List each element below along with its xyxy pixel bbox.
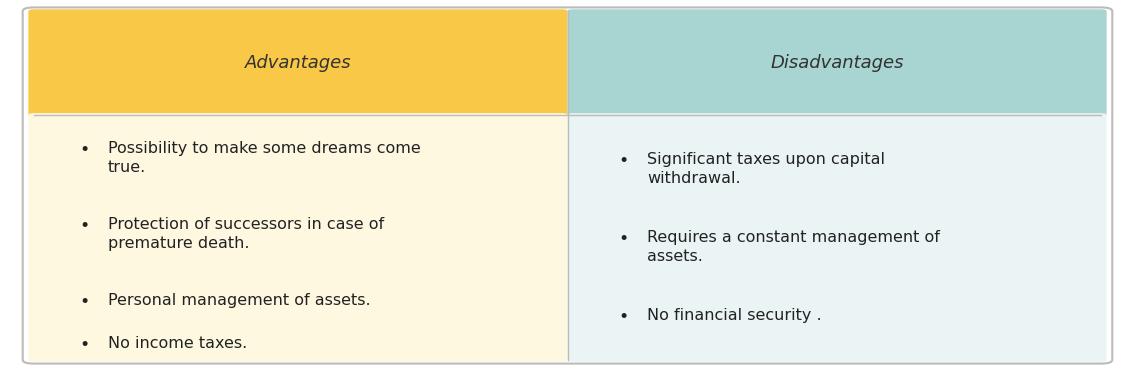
Text: •: • bbox=[79, 141, 90, 159]
Text: Disadvantages: Disadvantages bbox=[771, 54, 903, 72]
Text: Protection of successors in case of
premature death.: Protection of successors in case of prem… bbox=[108, 217, 384, 251]
Text: Requires a constant management of
assets.: Requires a constant management of assets… bbox=[647, 230, 940, 264]
Text: Advantages: Advantages bbox=[245, 54, 351, 72]
FancyBboxPatch shape bbox=[23, 7, 1112, 364]
Text: •: • bbox=[619, 152, 629, 170]
Text: •: • bbox=[79, 336, 90, 354]
Text: Personal management of assets.: Personal management of assets. bbox=[108, 293, 370, 308]
FancyBboxPatch shape bbox=[568, 9, 1107, 117]
Text: •: • bbox=[79, 217, 90, 235]
FancyBboxPatch shape bbox=[28, 9, 568, 117]
FancyBboxPatch shape bbox=[28, 113, 568, 362]
Text: No income taxes.: No income taxes. bbox=[108, 336, 247, 351]
Text: No financial security .: No financial security . bbox=[647, 308, 822, 323]
Text: Possibility to make some dreams come
true.: Possibility to make some dreams come tru… bbox=[108, 141, 421, 175]
Text: •: • bbox=[79, 293, 90, 311]
Text: •: • bbox=[619, 308, 629, 326]
Text: •: • bbox=[619, 230, 629, 248]
FancyBboxPatch shape bbox=[568, 113, 1107, 362]
Text: Significant taxes upon capital
withdrawal.: Significant taxes upon capital withdrawa… bbox=[647, 152, 885, 186]
